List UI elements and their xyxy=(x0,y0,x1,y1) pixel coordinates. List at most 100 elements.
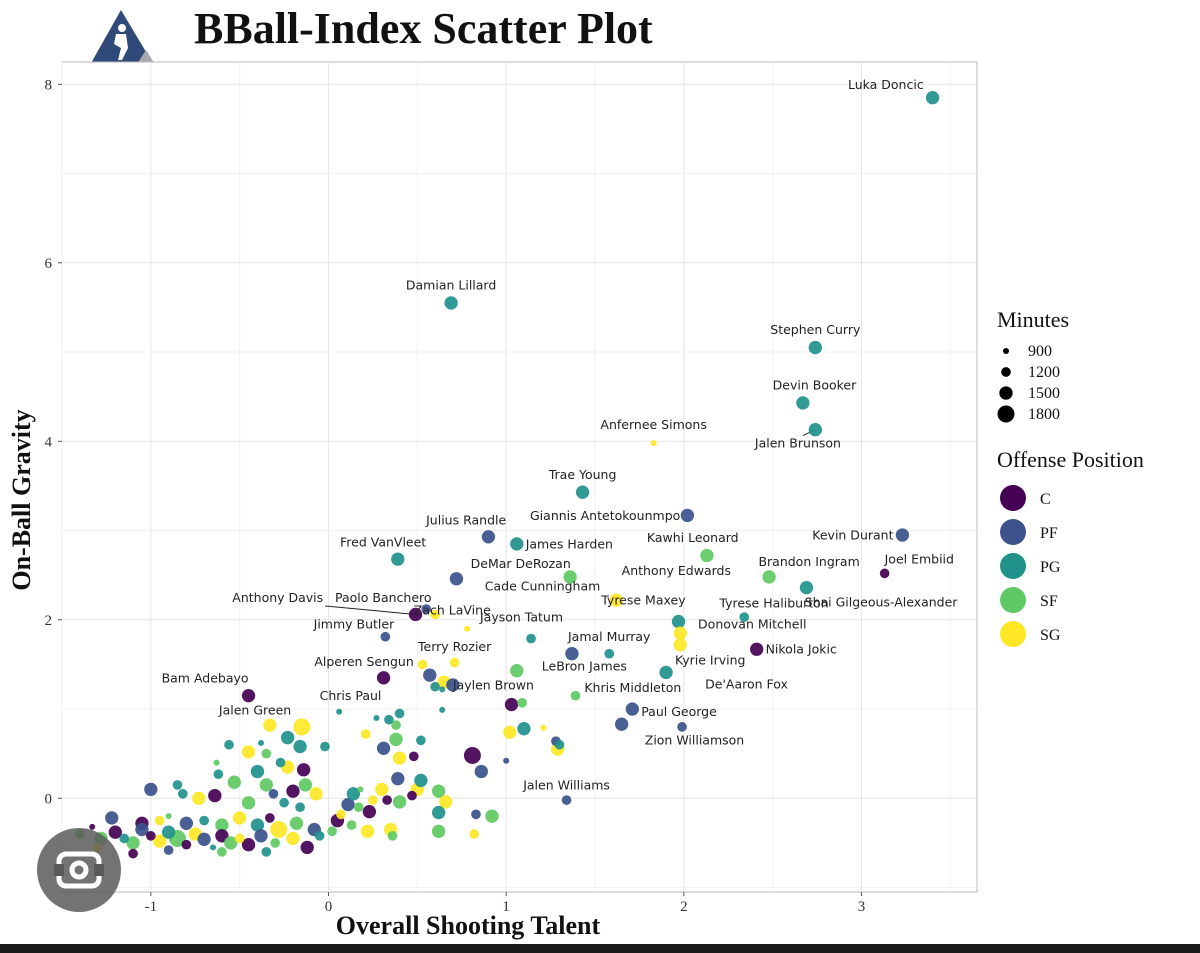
data-point xyxy=(300,840,314,855)
point-fred-vanvleet xyxy=(391,552,405,566)
point-alperen-sengun xyxy=(376,671,391,685)
legend-size-label: 1200 xyxy=(1028,364,1060,381)
data-point xyxy=(346,820,357,830)
data-point xyxy=(105,811,119,825)
point-jalen-brunson xyxy=(808,423,822,437)
legend-minutes-title: Minutes xyxy=(997,307,1069,332)
data-point xyxy=(464,625,471,632)
data-point xyxy=(408,751,419,762)
label-terry-rozier: Terry Rozier xyxy=(417,639,492,654)
data-point xyxy=(474,764,488,779)
x-tick-label: 1 xyxy=(502,899,510,915)
data-point xyxy=(384,714,394,725)
data-point xyxy=(210,844,217,851)
data-point xyxy=(375,782,389,797)
data-point xyxy=(389,732,403,747)
data-point xyxy=(368,795,378,805)
data-point xyxy=(153,834,167,848)
data-point xyxy=(430,681,440,692)
legend-size-dot xyxy=(999,386,1013,400)
data-point xyxy=(261,748,272,759)
data-point xyxy=(503,725,517,739)
data-point xyxy=(373,714,380,721)
data-point xyxy=(254,829,268,843)
data-point xyxy=(192,791,206,805)
label-anthony-davis: Anthony Davis xyxy=(232,590,323,605)
point-paolo-banchero xyxy=(421,604,432,614)
label-devin-booker: Devin Booker xyxy=(773,378,857,393)
data-point xyxy=(392,751,407,765)
chart-title: BBall-Index Scatter Plot xyxy=(194,4,653,53)
data-point xyxy=(554,739,565,750)
data-point xyxy=(208,788,222,803)
data-point xyxy=(161,825,176,839)
data-point xyxy=(154,815,165,826)
point-jaylen-brown xyxy=(446,678,460,692)
point-luka-doncic xyxy=(925,91,940,105)
label-tyrese-haliburton: Tyrese Haliburton xyxy=(718,595,828,610)
point-giannis-antetokounmpo xyxy=(680,508,695,523)
data-point xyxy=(485,809,499,823)
label-stephen-curry: Stephen Curry xyxy=(770,322,861,337)
data-point xyxy=(128,848,138,859)
point-jalen-williams xyxy=(561,795,572,805)
point-de-aaron-fox xyxy=(659,665,673,680)
label-damian-lillard: Damian Lillard xyxy=(406,278,496,293)
point-jimmy-butler xyxy=(380,631,391,642)
legend-color-label: SG xyxy=(1040,627,1061,644)
point-julius-randle xyxy=(481,530,496,544)
y-tick-label: 8 xyxy=(45,77,53,93)
data-point xyxy=(197,832,211,847)
label-zach-lavine: Zach LaVine xyxy=(414,602,491,617)
data-point xyxy=(108,825,122,839)
label-chris-paul: Chris Paul xyxy=(320,688,382,703)
lens-search-button[interactable] xyxy=(37,828,121,912)
legend-size-label: 1500 xyxy=(1028,385,1060,402)
data-point xyxy=(241,796,256,810)
y-tick-label: 6 xyxy=(45,256,53,272)
data-point xyxy=(504,697,519,712)
label-de-aaron-fox: De'Aaron Fox xyxy=(705,677,788,692)
label-lebron-james: LeBron James xyxy=(542,659,627,674)
point-cade-cunningham xyxy=(563,570,577,584)
label-julius-randle: Julius Randle xyxy=(425,512,506,527)
label-kawhi-leonard: Kawhi Leonard xyxy=(647,530,739,545)
y-axis-title: On-Ball Gravity xyxy=(7,409,36,590)
point-shai-gilgeous-alexander xyxy=(799,581,814,595)
data-point xyxy=(89,823,96,830)
label-anfernee-simons: Anfernee Simons xyxy=(600,417,706,432)
point-kawhi-leonard xyxy=(700,548,714,563)
label-kevin-durant: Kevin Durant xyxy=(812,527,893,542)
data-point xyxy=(172,780,183,790)
point-zion-williamson xyxy=(677,722,687,732)
data-point xyxy=(265,813,275,823)
legend-color-dot xyxy=(1000,485,1026,511)
label-james-harden: James Harden xyxy=(525,536,613,551)
legend-size-label: 900 xyxy=(1028,343,1052,360)
data-point xyxy=(241,838,256,852)
legend-position: Offense Position C PF PG SF SG xyxy=(997,447,1144,647)
data-point xyxy=(135,822,149,837)
label-brandon-ingram: Brandon Ingram xyxy=(758,554,859,569)
data-point xyxy=(177,788,188,799)
point-kyrie-irving xyxy=(673,638,687,652)
point-lebron-james xyxy=(565,647,579,661)
label-jalen-green: Jalen Green xyxy=(218,702,291,717)
data-point xyxy=(336,809,346,820)
data-point xyxy=(268,788,279,799)
label-anthony-edwards: Anthony Edwards xyxy=(622,563,731,578)
legend-minutes: Minutes 900 1200 1500 1800 xyxy=(997,307,1069,423)
data-point xyxy=(213,769,224,780)
data-point xyxy=(431,824,446,838)
point-labels: Luka Doncic Damian Lillard Stephen Curry De… xyxy=(162,77,959,793)
x-tick-label: 3 xyxy=(858,899,866,915)
point-tyrese-haliburton xyxy=(739,612,750,622)
label-kyrie-irving: Kyrie Irving xyxy=(675,652,746,667)
point-anfernee-simons xyxy=(650,440,657,447)
data-point xyxy=(327,826,337,837)
legend-size-dot xyxy=(1003,348,1009,354)
bottom-bar xyxy=(0,944,1200,953)
camera-icon xyxy=(54,851,104,889)
data-point xyxy=(341,797,355,812)
